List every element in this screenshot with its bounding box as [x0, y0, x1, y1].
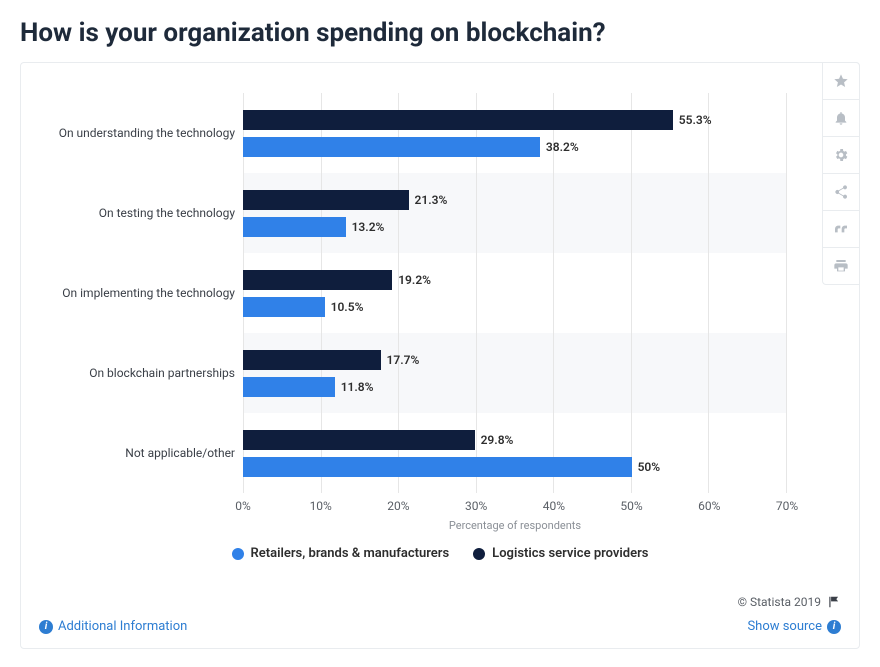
additional-info-link[interactable]: i Additional Information: [39, 619, 187, 634]
bar: 17.7%: [243, 350, 381, 370]
bar: 55.3%: [243, 110, 673, 130]
gear-icon[interactable]: [822, 136, 860, 174]
share-icon[interactable]: [822, 173, 860, 211]
additional-info-label: Additional Information: [58, 619, 187, 634]
bar: 13.2%: [243, 217, 346, 237]
chart-area: On understanding the technologyOn testin…: [33, 83, 847, 493]
category-label: On blockchain partnerships: [43, 333, 243, 413]
flag-icon: [827, 595, 841, 609]
bar: 21.3%: [243, 190, 409, 210]
category-label: Not applicable/other: [43, 413, 243, 493]
bar-group: 17.7% 11.8%: [243, 333, 787, 413]
bar-value-label: 17.7%: [387, 353, 420, 367]
bar-group: 29.8% 50%: [243, 413, 787, 493]
legend: Retailers, brands & manufacturers Logisti…: [33, 546, 847, 561]
card-footer: i Additional Information © Statista 2019…: [33, 591, 847, 634]
x-tick-label: 30%: [465, 499, 487, 513]
chart-toolbar: [822, 62, 860, 285]
category-label: On testing the technology: [43, 173, 243, 253]
bar: 10.5%: [243, 297, 325, 317]
bar: 19.2%: [243, 270, 392, 290]
legend-item[interactable]: Logistics service providers: [473, 546, 648, 561]
bar-group: 55.3% 38.2%: [243, 93, 787, 173]
bar-value-label: 38.2%: [546, 140, 579, 154]
bar-value-label: 11.8%: [341, 380, 374, 394]
legend-label: Retailers, brands & manufacturers: [251, 546, 450, 561]
page-title: How is your organization spending on blo…: [20, 18, 860, 48]
bar-group: 21.3% 13.2%: [243, 173, 787, 253]
bar-value-label: 19.2%: [398, 273, 431, 287]
bar: 29.8%: [243, 430, 475, 450]
bar-group: 19.2% 10.5%: [243, 253, 787, 333]
bar-value-label: 13.2%: [352, 220, 385, 234]
x-tick-label: 60%: [698, 499, 720, 513]
print-icon[interactable]: [822, 247, 860, 285]
x-tick-label: 70%: [776, 499, 798, 513]
bar: 11.8%: [243, 377, 335, 397]
legend-dot: [473, 548, 485, 560]
x-axis: 0%10%20%30%40%50%60%70%: [243, 493, 787, 521]
x-tick-label: 40%: [543, 499, 565, 513]
bar-value-label: 10.5%: [331, 300, 364, 314]
x-tick-label: 20%: [387, 499, 409, 513]
info-icon: i: [39, 620, 53, 634]
y-axis-labels: On understanding the technologyOn testin…: [43, 93, 243, 493]
star-icon[interactable]: [822, 62, 860, 100]
bar-value-label: 29.8%: [481, 433, 514, 447]
category-label: On implementing the technology: [43, 253, 243, 333]
copyright: © Statista 2019: [738, 595, 841, 609]
bar: 38.2%: [243, 137, 540, 157]
bar-value-label: 55.3%: [679, 113, 712, 127]
plot-area: 55.3% 38.2% 21.3% 13.2% 19.2% 10.5% 17.7% 11.8%…: [243, 93, 787, 493]
quote-icon[interactable]: [822, 210, 860, 248]
bell-icon[interactable]: [822, 99, 860, 137]
chart-card: On understanding the technologyOn testin…: [20, 62, 860, 649]
show-source-link[interactable]: Show source i: [738, 619, 841, 634]
bar-value-label: 21.3%: [415, 193, 448, 207]
category-label: On understanding the technology: [43, 93, 243, 173]
legend-dot: [232, 548, 244, 560]
x-tick-label: 0%: [235, 499, 251, 513]
bar-value-label: 50%: [638, 460, 661, 474]
bar: 50%: [243, 457, 632, 477]
legend-label: Logistics service providers: [492, 546, 648, 561]
legend-item[interactable]: Retailers, brands & manufacturers: [232, 546, 450, 561]
info-icon: i: [827, 620, 841, 634]
x-tick-label: 50%: [620, 499, 642, 513]
x-tick-label: 10%: [310, 499, 332, 513]
show-source-label: Show source: [747, 619, 822, 634]
